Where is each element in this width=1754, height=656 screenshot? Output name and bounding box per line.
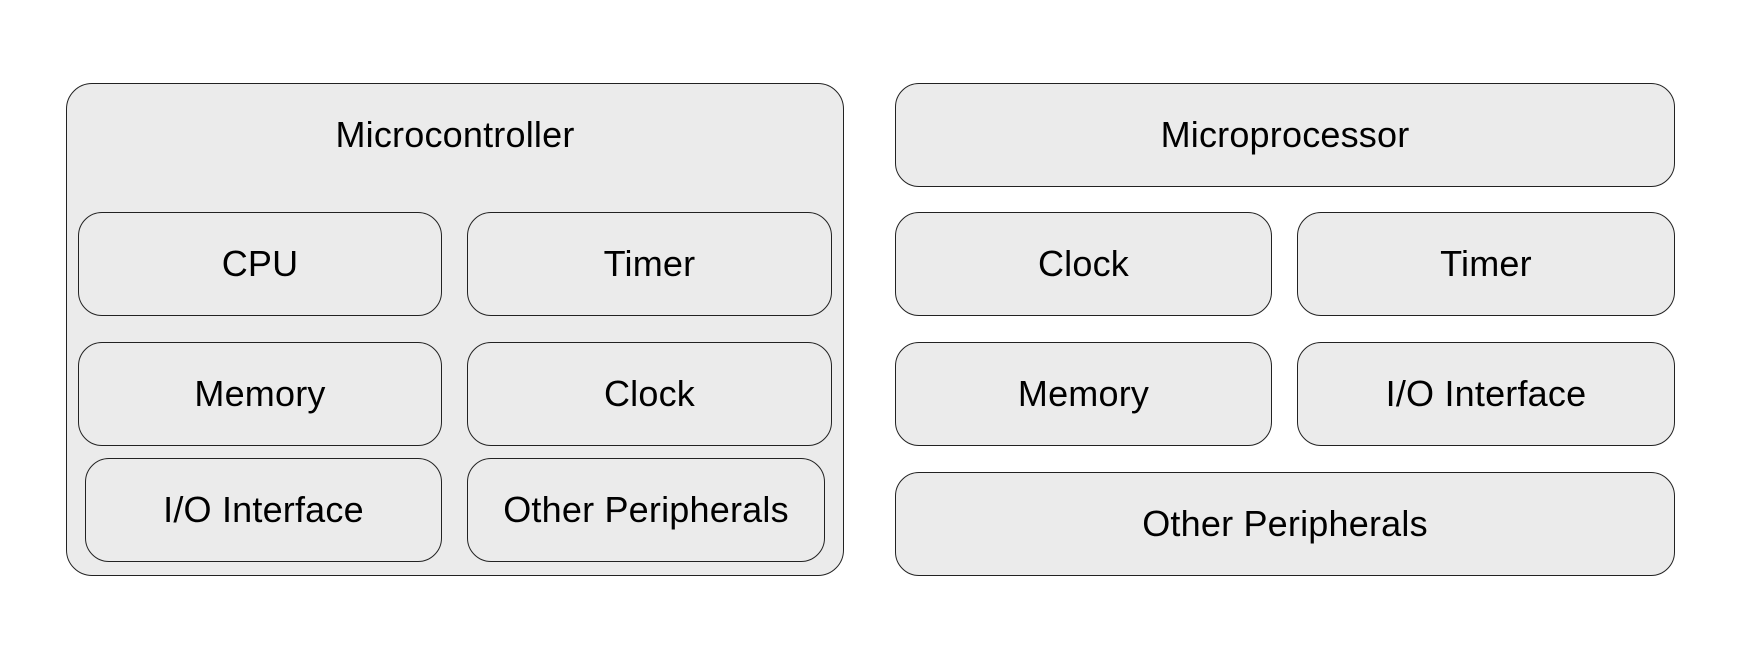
microprocessor-timer-box: Timer [1297,212,1675,316]
microprocessor-clock-box: Clock [895,212,1272,316]
microcontroller-cpu-box: CPU [78,212,442,316]
microcontroller-clock-box: Clock [467,342,832,446]
microprocessor-title-box: Microprocessor [895,83,1675,187]
microprocessor-io-interface-box: I/O Interface [1297,342,1675,446]
microprocessor-memory-box: Memory [895,342,1272,446]
microcontroller-io-interface-box: I/O Interface [85,458,442,562]
microcontroller-title: Microcontroller [335,114,575,155]
microcontroller-timer-box: Timer [467,212,832,316]
microcontroller-other-peripherals-box: Other Peripherals [467,458,825,562]
microcontroller-memory-box: Memory [78,342,442,446]
microprocessor-other-peripherals-box: Other Peripherals [895,472,1675,576]
